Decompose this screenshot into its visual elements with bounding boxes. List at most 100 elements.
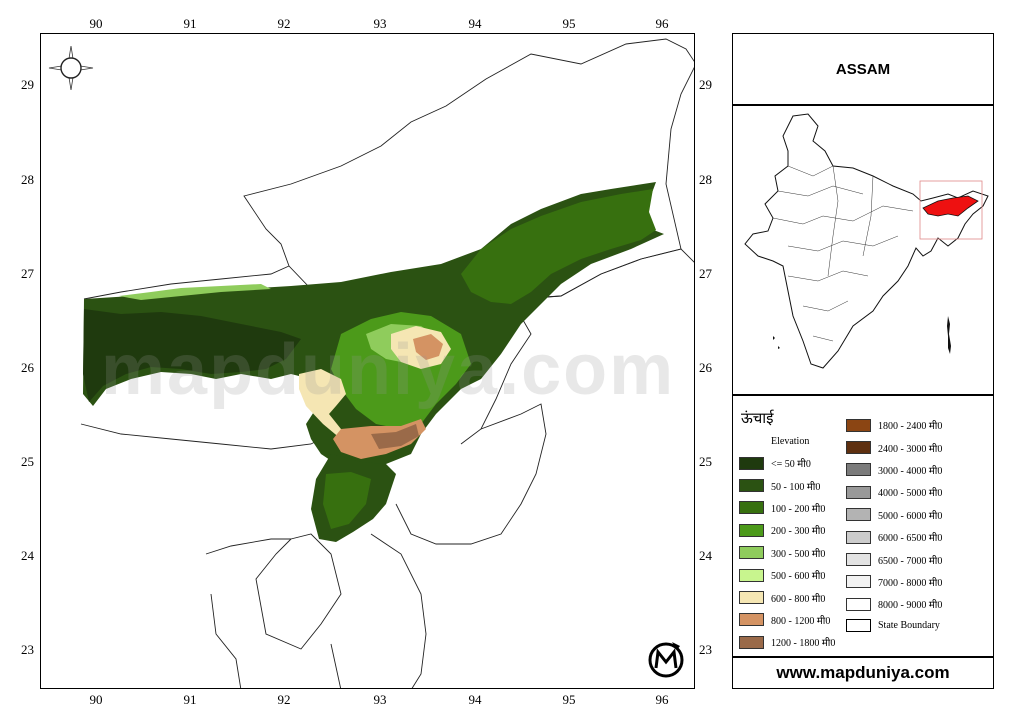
lakshadweep	[773, 336, 780, 349]
legend-swatch	[846, 508, 871, 522]
legend-label: 300 - 500 मी0	[771, 548, 826, 560]
elevation-peaks-1	[413, 334, 443, 360]
mapduniya-logo-icon	[648, 642, 684, 678]
lon-tick: 90	[89, 16, 103, 31]
legend-label: 50 - 100 मी0	[771, 481, 821, 493]
legend-label: 2400 - 3000 मी0	[878, 443, 943, 455]
lon-tick: 96	[655, 692, 669, 707]
lon-tick: 95	[562, 16, 576, 31]
bangladesh-boundary	[205, 538, 342, 688]
lon-tick: 96	[655, 16, 669, 31]
legend-item: <= 50 मी0	[739, 452, 835, 474]
lon-tick: 91	[183, 16, 197, 31]
elevation-lowest	[83, 309, 301, 402]
legend-label: 500 - 600 मी0	[771, 571, 826, 583]
legend-column-2: 1800 - 2400 मी0 2400 - 3000 मी0 3000 - 4…	[846, 414, 942, 636]
legend-swatch	[739, 501, 764, 515]
lat-tick: 27	[699, 266, 712, 281]
legend-item: 3000 - 4000 मी0	[846, 459, 942, 481]
main-map: mapduniya.com	[40, 33, 695, 689]
lat-tick: 26	[21, 360, 34, 375]
legend-swatch	[739, 613, 764, 627]
legend-label: State Boundary	[878, 620, 940, 632]
lat-tick: 24	[21, 548, 34, 563]
compass-icon	[48, 45, 94, 91]
lat-tick: 23	[699, 642, 712, 657]
legend-swatch	[739, 591, 764, 605]
tripura-boundary	[255, 533, 342, 650]
legend-label: 5000 - 6000 मी0	[878, 510, 943, 522]
title-box: ASSAM	[732, 33, 994, 105]
legend-swatch	[739, 479, 764, 493]
lon-tick: 90	[89, 692, 103, 707]
legend-label: 6000 - 6500 मी0	[878, 533, 943, 545]
legend-swatch	[846, 463, 871, 477]
lon-tick: 92	[277, 692, 291, 707]
legend-column-1: <= 50 मी0 50 - 100 मी0 100 - 200 मी0 200…	[739, 452, 835, 654]
lat-tick: 27	[21, 266, 34, 281]
nagaland-boundary	[460, 248, 694, 445]
lon-tick: 93	[373, 16, 387, 31]
lat-tick: 29	[699, 77, 712, 92]
assam-extent-box	[919, 180, 983, 240]
india-outline	[744, 113, 989, 369]
legend-swatch	[846, 418, 871, 432]
lat-tick: 25	[699, 454, 712, 469]
legend: ऊंचाई Elevation <= 50 मी0 50 - 100 मी0 1…	[732, 395, 994, 657]
legend-label: 800 - 1200 मी0	[771, 615, 831, 627]
lon-tick: 95	[562, 692, 576, 707]
lon-tick: 94	[468, 16, 482, 31]
legend-label: 100 - 200 मी0	[771, 503, 826, 515]
legend-label: 600 - 800 मी0	[771, 593, 826, 605]
legend-label: 200 - 300 मी0	[771, 526, 826, 538]
india-inset-map	[744, 113, 989, 369]
legend-swatch	[846, 553, 871, 567]
legend-heading: ऊंचाई	[741, 409, 774, 427]
legend-item: 1200 - 1800 मी0	[739, 631, 835, 653]
legend-item: 5000 - 6000 मी0	[846, 504, 942, 526]
legend-item: 300 - 500 मी0	[739, 542, 835, 564]
andaman-islands	[947, 316, 951, 354]
elevation-south-peak	[371, 424, 419, 449]
legend-label: 8000 - 9000 मी0	[878, 600, 943, 612]
elevation-ne-band	[461, 189, 656, 304]
side-panel: ASSAM ऊंचाई Elevation <= 5	[732, 33, 994, 689]
legend-swatch	[739, 523, 764, 537]
legend-item: 500 - 600 मी0	[739, 564, 835, 586]
legend-item: 8000 - 9000 मी0	[846, 593, 942, 615]
legend-item: 7000 - 8000 मी0	[846, 571, 942, 593]
elevation-barak-dark	[323, 472, 371, 529]
legend-swatch	[739, 546, 764, 560]
legend-item: 200 - 300 मी0	[739, 519, 835, 541]
legend-label: 7000 - 8000 मी0	[878, 577, 943, 589]
lon-tick: 93	[373, 692, 387, 707]
state-boundary-swatch	[846, 619, 871, 633]
legend-item: 50 - 100 मी0	[739, 474, 835, 496]
legend-item: 1800 - 2400 मी0	[846, 414, 942, 436]
legend-label: 6500 - 7000 मी0	[878, 555, 943, 567]
legend-label: 4000 - 5000 मी0	[878, 488, 943, 500]
legend-item: 4000 - 5000 मी0	[846, 481, 942, 503]
manipur-boundary	[395, 403, 547, 545]
lat-tick: 28	[699, 172, 712, 187]
map-title: ASSAM	[835, 60, 891, 78]
legend-subheading: Elevation	[771, 436, 810, 447]
assam-elevation	[83, 182, 664, 542]
website-link[interactable]: www.mapduniya.com	[776, 663, 950, 682]
legend-item: 600 - 800 मी0	[739, 586, 835, 608]
legend-swatch	[846, 530, 871, 544]
assam-highlight	[922, 195, 979, 217]
legend-swatch	[739, 635, 764, 649]
elevation-southwest-beige	[299, 369, 356, 439]
legend-item-state-boundary: State Boundary	[846, 616, 942, 636]
mizoram-boundary	[370, 533, 427, 688]
terrain-map	[80, 38, 694, 688]
lon-tick: 94	[468, 692, 482, 707]
legend-item: 6500 - 7000 मी0	[846, 548, 942, 570]
legend-swatch	[846, 441, 871, 455]
lon-tick: 92	[277, 16, 291, 31]
legend-item: 800 - 1200 मी0	[739, 609, 835, 631]
lat-tick: 29	[21, 77, 34, 92]
elevation-north-fringe	[119, 284, 271, 300]
legend-swatch	[739, 456, 764, 470]
